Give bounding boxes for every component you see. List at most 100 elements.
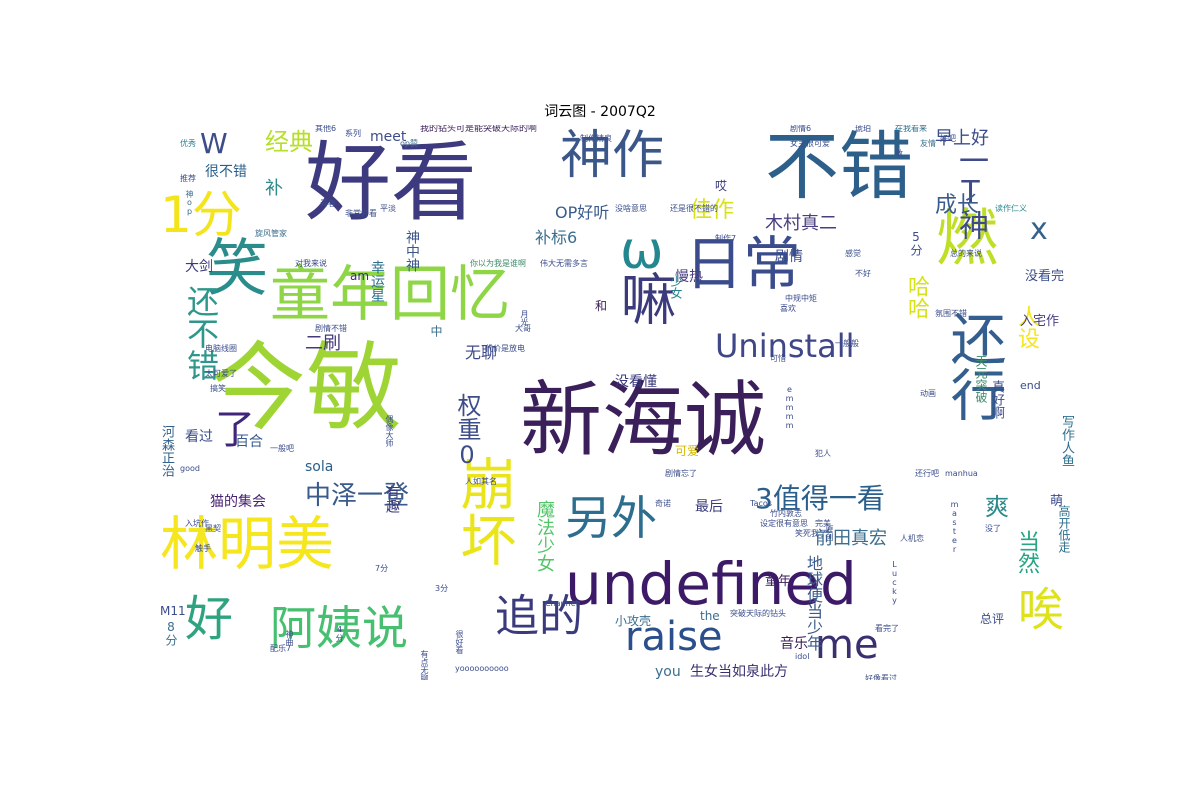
word-134: 突破天际的钻头 [730, 609, 786, 618]
word-98: 琥珀 [855, 125, 871, 133]
word-79: 总评 [980, 612, 1005, 626]
word-63: sola [305, 459, 334, 475]
word-78: the [700, 609, 720, 623]
word-17: 好 [185, 591, 234, 647]
word-52: 少女 [669, 275, 683, 299]
word-75: 童年 [765, 574, 792, 589]
word-161: 喜欢 [780, 304, 796, 313]
word-146: manhua [945, 469, 978, 478]
word-163: 看完了 [875, 624, 899, 633]
word-43: 地球便当少年 [804, 555, 823, 651]
word-118: 代价是放电 [485, 344, 525, 353]
word-9: 燃 [925, 205, 998, 267]
page-title: 词云图 - 2007Q2 [544, 104, 656, 120]
word-41: 前田真宏 [815, 528, 887, 549]
word-71: 高开低走 [1057, 505, 1071, 553]
word-121: 一般般 [835, 339, 859, 348]
word-29: 一T神 [953, 145, 988, 240]
word-25: 了 [215, 407, 255, 453]
word-cloud: 新海诚 好看 不错 今敏 undefined 林明美 童年回忆 日常 神作燃还行 笑嘛 ω 1分 崩坏另… [155, 125, 1075, 680]
word-60: meet [370, 129, 407, 145]
word-15: 崩坏 [451, 455, 516, 567]
word-128: 人如其名 [465, 477, 497, 486]
word-16: 另外 [565, 491, 657, 545]
word-103: 读作仁义 [995, 204, 1027, 213]
word-45: 补 [265, 178, 283, 199]
word-104: 还是很不错的 [670, 204, 718, 213]
word-136: 很好看 [455, 630, 464, 654]
word-106: 非常好看 [345, 209, 377, 218]
word-55: 最后 [695, 499, 723, 515]
word-122: 可惜 [770, 354, 786, 363]
word-160: 青春 [320, 199, 336, 208]
word-40: 当然 [1014, 530, 1039, 574]
word-90: 系列 [345, 129, 361, 138]
word-124: 月光 [520, 310, 529, 326]
word-83: am [350, 269, 370, 283]
word-131: 竹内敦志 [770, 509, 802, 518]
word-51: 慢热 [675, 269, 703, 285]
word-8: 神作 [560, 126, 665, 186]
word-13: ω [620, 221, 664, 281]
word-107: 旋风管家 [255, 229, 287, 238]
word-154: 没了 [985, 524, 1001, 533]
word-49: 幸运星 [369, 260, 385, 302]
word-44: 二刷 [305, 333, 341, 354]
word-162: 不好 [855, 269, 871, 278]
word-92: 推荐 [180, 174, 196, 183]
word-101: 敏 [895, 149, 903, 158]
word-22: 唉 [1011, 585, 1065, 631]
word-158: 黑契 [205, 524, 221, 533]
word-135: 神曲 [285, 630, 294, 646]
word-58: 生女当如泉此方 [690, 664, 788, 680]
word-53: 无聊 [465, 343, 498, 362]
word-125: 动画 [920, 389, 936, 398]
word-140: idol [795, 652, 810, 661]
word-69: 写作人鱼 [1059, 415, 1074, 467]
word-111: 制作7 [715, 234, 737, 243]
word-33: 佳作 [690, 198, 735, 223]
word-165: 4分 [335, 625, 344, 642]
word-30: x [1030, 212, 1048, 247]
word-20: raise [625, 614, 723, 660]
word-130: 还行吧 [915, 469, 939, 478]
word-7: 日常 [685, 230, 802, 298]
word-157: 入坑作 [185, 519, 209, 528]
word-126: 偶像大师 [385, 415, 394, 447]
word-3: 今敏 [210, 332, 402, 444]
word-82: 5分 [909, 230, 923, 256]
word-147: master [950, 500, 959, 554]
word-155: 原创 [825, 525, 834, 541]
word-110: 伟大无需多言 [540, 259, 588, 268]
word-115: 电脑线圈 [205, 344, 237, 353]
word-61: 很不错 [205, 164, 247, 180]
word-6: 童年回忆 [270, 260, 510, 330]
word-5: 林明美 [160, 510, 335, 578]
word-149: yoooooooooo [455, 664, 509, 673]
word-42: 魔法少女 [534, 500, 555, 572]
word-0: 新海诚 [520, 373, 767, 468]
word-156: 人机恋 [900, 534, 924, 543]
word-144: Channel [545, 599, 578, 608]
word-109: 你以为我是谁啊 [470, 259, 526, 268]
word-1: 好看 [305, 133, 477, 233]
word-117: 搞笑 [210, 384, 226, 393]
word-27: 中泽一登 [305, 481, 410, 511]
word-151: 奇诺 [655, 499, 671, 508]
word-54: 没看懂 [615, 374, 657, 390]
word-129: 剧情忘了 [665, 469, 697, 478]
word-148: emmmm [785, 385, 794, 430]
word-112: 感觉 [845, 249, 861, 258]
word-100: 友情 [920, 139, 936, 148]
word-38: 哈哈 [904, 275, 929, 319]
word-127: 一般吧 [270, 444, 294, 453]
word-84: 和 [595, 299, 608, 313]
word-105: 没啥意思 [615, 204, 647, 213]
word-86: 中 [429, 325, 443, 337]
word-132: 笑死我了 [795, 529, 827, 538]
word-76: 可爱 [675, 444, 700, 458]
word-14: 1分 [160, 186, 242, 244]
word-142: good [180, 464, 200, 473]
word-113: 总的来说 [950, 249, 982, 258]
word-39: 爽 [985, 493, 1009, 521]
